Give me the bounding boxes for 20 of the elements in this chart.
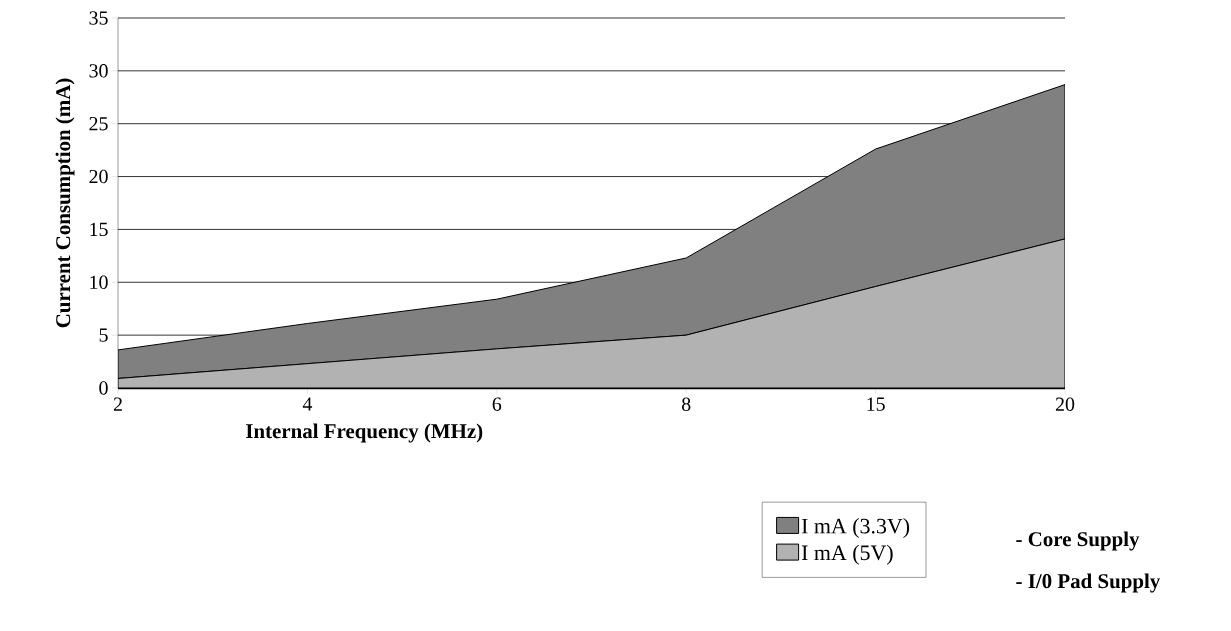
y-tick-label: 25 xyxy=(89,117,108,131)
legend-label: I mA (3.3V) xyxy=(801,518,910,538)
x-tick-label: 8 xyxy=(681,397,691,411)
y-tick-label: 10 xyxy=(90,275,108,289)
x-tick-label: 6 xyxy=(492,397,502,411)
y-tick-label: 15 xyxy=(90,222,108,237)
y-tick-label: 5 xyxy=(99,328,108,342)
x-axis-title: Internal Frequency (MHz) xyxy=(246,423,483,443)
y-tick-label: 35 xyxy=(89,11,108,25)
text: - Core Supply xyxy=(1016,531,1140,551)
x-tick-label: 15 xyxy=(867,397,885,411)
y-tick-label: 0 xyxy=(99,381,108,395)
y-axis-title: Current Consumption (mA) xyxy=(55,78,75,328)
y-tick-label: 20 xyxy=(89,169,108,184)
y-tick-label: 30 xyxy=(89,64,108,78)
text: - I/0 Pad Supply xyxy=(1016,573,1161,593)
x-tick-label: 4 xyxy=(302,397,313,411)
x-tick-label: 2 xyxy=(113,397,122,411)
x-tick-label: 20 xyxy=(1055,397,1075,411)
legend-label: I mA (5V) xyxy=(801,544,893,565)
